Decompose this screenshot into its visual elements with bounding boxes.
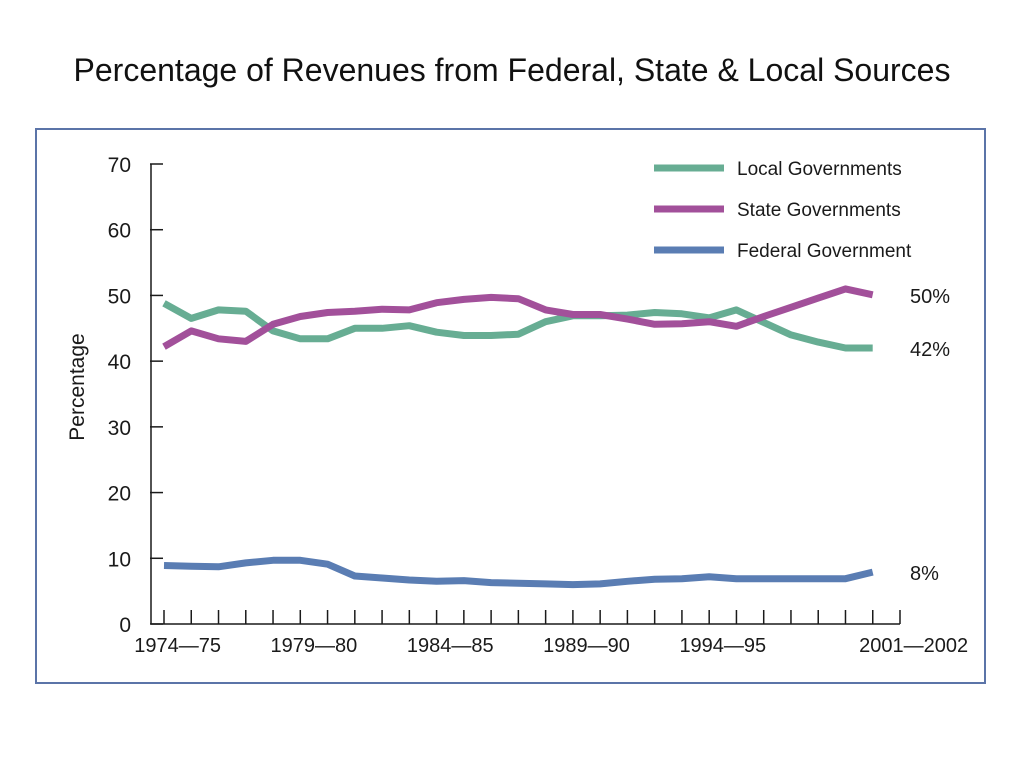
x-axis: 1974—75 1979—80 1984—85 1989—90 1994—95 2001—… [134,610,968,657]
legend: Local Governments State Governments Federa… [654,159,912,262]
y-tick-label: 20 [108,483,131,506]
legend-label: State Governments [737,200,901,221]
end-label: 42% [910,339,950,361]
end-label: 50% [910,286,950,308]
x-tick-label: 2001—2002 [859,635,968,657]
y-tick-label: 50 [108,285,131,308]
x-tick-label: 1994—95 [679,635,766,657]
y-tick-label: 60 [108,220,131,243]
x-tick-label: 1974—75 [134,635,221,657]
legend-label: Local Governments [737,159,902,180]
y-tick-label: 30 [108,417,131,440]
end-label: 8% [910,563,939,585]
x-tick-label: 1979—80 [271,635,358,657]
series-lines [162,285,874,589]
y-axis-label: Percentage [66,333,89,440]
end-labels: 42% 50% 8% [910,286,950,585]
y-tick-label: 40 [108,351,131,374]
y-tick-label: 70 [108,154,131,177]
y-tick-label: 0 [119,614,131,637]
series-line-federal-government [163,556,874,589]
x-tick-label: 1989—90 [543,635,630,657]
legend-label: Federal Government [737,241,912,262]
series-line-state-governments [162,285,874,350]
x-tick-label: 1984—85 [407,635,494,657]
slide-title: Percentage of Revenues from Federal, Sta… [73,52,951,88]
chart-frame [35,128,986,684]
y-tick-label: 10 [108,548,131,571]
y-axis: 0 10 20 30 40 50 60 70 [108,154,163,637]
